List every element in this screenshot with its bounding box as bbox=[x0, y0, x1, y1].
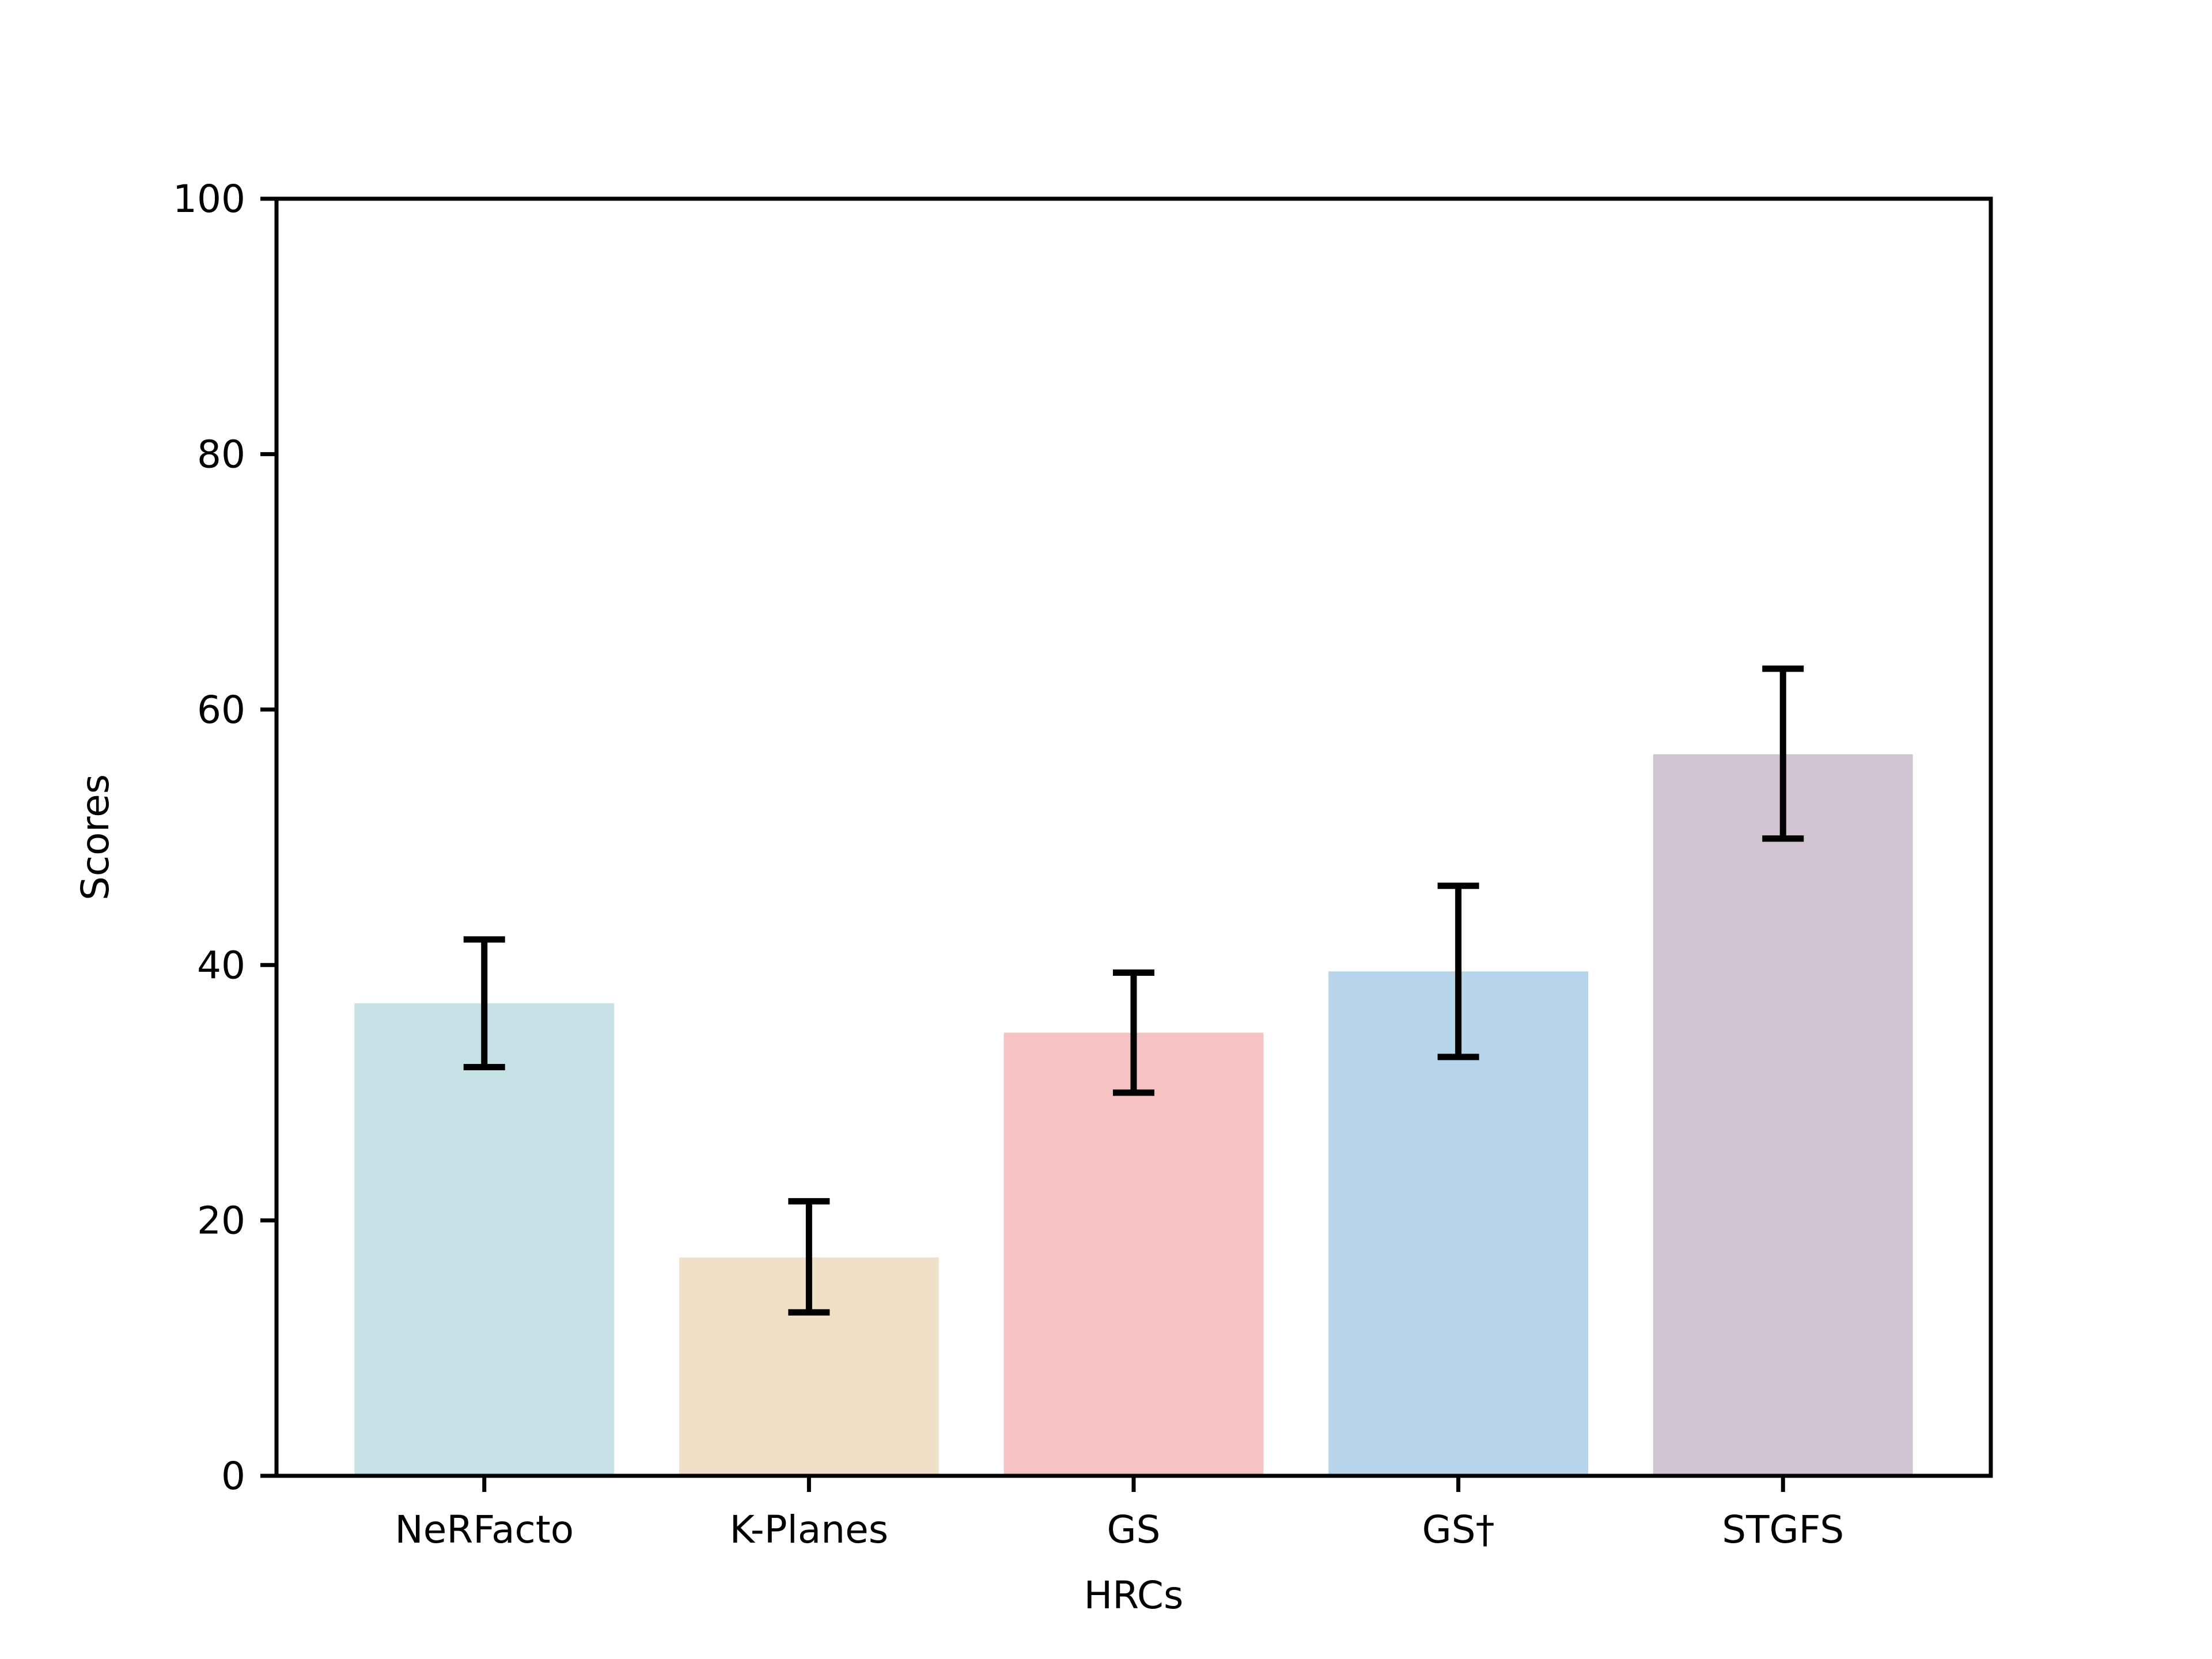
errorbar-2-gs bbox=[1113, 969, 1154, 1096]
x-tick-label-4-stgfs: STGFS bbox=[1722, 1508, 1844, 1552]
y-tick-label-100: 100 bbox=[173, 177, 245, 221]
y-tick-label-40: 40 bbox=[197, 943, 245, 987]
y-tick-label-0: 0 bbox=[221, 1454, 245, 1498]
bar-0-nerfacto bbox=[354, 1003, 615, 1476]
y-tick-label-20: 20 bbox=[197, 1199, 245, 1243]
x-axis-label: HRCs bbox=[1084, 1573, 1184, 1618]
y-tick-label-60: 60 bbox=[197, 688, 245, 732]
y-axis-label: Scores bbox=[73, 774, 118, 900]
y-tick-label-80: 80 bbox=[197, 433, 245, 477]
errorbar-3-gs bbox=[1437, 882, 1479, 1060]
errorbar-0-nerfacto bbox=[463, 936, 505, 1071]
errorbar-1-k-planes bbox=[788, 1198, 830, 1316]
x-tick-label-2-gs: GS bbox=[1107, 1508, 1160, 1552]
errorbar-4-stgfs bbox=[1762, 665, 1804, 842]
x-tick-label-3-gs: GS† bbox=[1422, 1508, 1495, 1552]
bar-4-stgfs bbox=[1653, 754, 1913, 1476]
x-tick-label-0-nerfacto: NeRFacto bbox=[395, 1508, 574, 1552]
x-tick-label-1-k-planes: K-Planes bbox=[730, 1508, 889, 1552]
bar-2-gs bbox=[1003, 1032, 1264, 1476]
